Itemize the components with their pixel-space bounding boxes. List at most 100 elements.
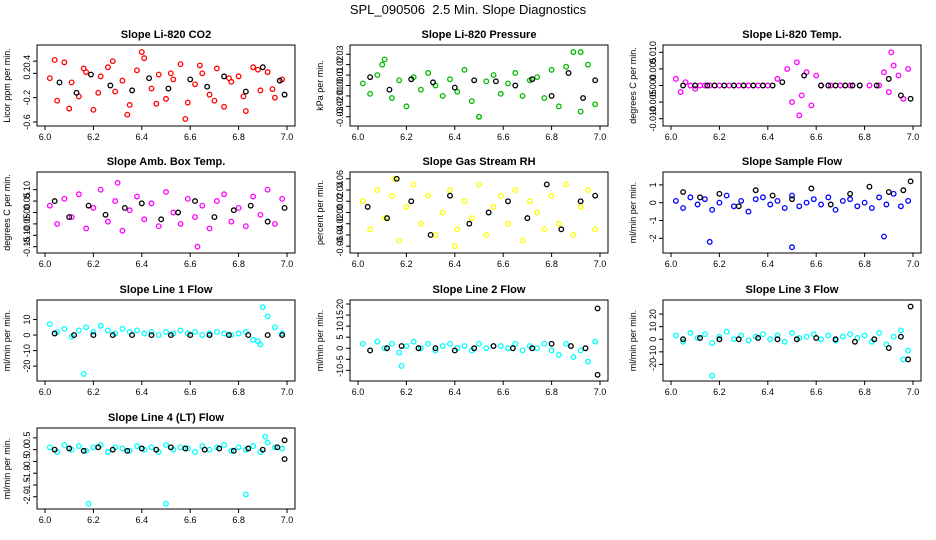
y-axis-label: ml/min per min. <box>628 310 638 372</box>
data-point <box>808 102 815 109</box>
data-point <box>163 442 169 448</box>
x-tick-label: 6.6 <box>497 132 510 142</box>
data-point <box>417 345 424 352</box>
data-point <box>541 340 548 347</box>
data-point <box>367 226 374 233</box>
data-point <box>364 203 371 210</box>
data-point <box>235 204 242 211</box>
y-tick-label: -0.01 <box>335 86 345 107</box>
data-point <box>359 80 366 87</box>
data-point <box>97 73 104 80</box>
y-tick-label: 0.06 <box>335 170 345 188</box>
y-tick-label: -0.5 <box>22 454 32 470</box>
chart-panel-5: Slope Gas Stream RH percent per min. 6.0 6.… <box>315 156 609 269</box>
plot-frame <box>662 299 922 382</box>
x-tick-label: 7.0 <box>281 132 294 142</box>
x-tick-label: 6.0 <box>352 259 365 269</box>
data-point <box>201 446 208 453</box>
data-point <box>194 243 201 250</box>
data-point <box>694 335 701 341</box>
data-point <box>726 82 733 89</box>
data-point <box>672 332 679 339</box>
y-tick-label: 0 <box>335 346 345 351</box>
y-tick-label: 10 <box>648 322 658 332</box>
data-point <box>709 340 716 346</box>
chart-title: Slope Amb. Box Temp. <box>107 156 226 168</box>
x-tick-label: 6.4 <box>136 387 149 397</box>
data-point <box>155 71 162 78</box>
y-tick-label: 0 <box>648 337 658 342</box>
y-tick-label: -10 <box>22 344 32 357</box>
data-point <box>810 196 817 203</box>
data-point <box>839 197 846 204</box>
data-point <box>694 201 701 208</box>
data-point <box>577 49 584 56</box>
data-point <box>242 223 249 230</box>
x-tick-label: 6.0 <box>665 259 678 269</box>
data-point <box>592 226 599 233</box>
y-tick-label: 0.2 <box>22 67 32 80</box>
series-1 <box>359 49 599 120</box>
data-point <box>276 77 283 84</box>
data-point <box>468 215 475 222</box>
data-point <box>126 102 133 108</box>
x-tick-label: 6.0 <box>39 387 52 397</box>
data-point <box>883 201 890 208</box>
data-point <box>71 332 77 339</box>
data-point <box>701 331 708 338</box>
data-point <box>255 66 261 73</box>
x-tick-label: 7.0 <box>907 387 920 397</box>
x-tick-label: 6.4 <box>449 259 462 269</box>
data-point <box>876 82 883 89</box>
data-point <box>519 92 526 99</box>
data-point <box>228 218 235 225</box>
y-tick-label: 0.000 <box>648 74 658 97</box>
data-point <box>750 82 757 89</box>
plot-frame <box>662 171 922 254</box>
chart-panel-10: Slope Line 4 (LT) Flow ml/min per min. 6.0… <box>2 412 296 525</box>
data-point <box>454 88 461 95</box>
y-tick-label: -0.10 <box>22 225 32 246</box>
y-tick-label: 20 <box>648 309 658 319</box>
data-point <box>163 329 169 335</box>
data-point <box>46 75 53 82</box>
data-point <box>259 304 266 311</box>
data-point <box>374 72 381 79</box>
chart-panel-6: Slope Sample Flow ml/min per min. 6.0 6.2 6.… <box>628 156 922 269</box>
y-tick-label: 0.0 <box>22 443 32 456</box>
data-point <box>279 332 286 339</box>
data-point <box>827 201 834 208</box>
data-point <box>242 108 249 114</box>
data-point <box>752 196 759 203</box>
data-point <box>461 198 468 205</box>
y-axis-label: ml/min per min. <box>628 182 638 244</box>
data-point <box>46 202 53 209</box>
data-point <box>497 343 504 349</box>
chart-title: Slope Line 2 Flow <box>433 284 526 296</box>
x-tick-label: 6.8 <box>858 387 871 397</box>
data-point <box>907 303 914 310</box>
data-point <box>129 332 136 339</box>
data-point <box>359 198 366 205</box>
series-2 <box>367 70 599 101</box>
data-point <box>505 80 511 87</box>
data-point <box>534 74 541 81</box>
data-point <box>257 211 264 218</box>
data-point <box>281 456 288 463</box>
x-tick-label: 6.8 <box>232 387 245 397</box>
y-axis-label: ml/min per min. <box>315 310 325 372</box>
data-point <box>264 313 271 320</box>
data-point <box>447 76 453 83</box>
data-point <box>796 203 803 210</box>
data-point <box>680 189 687 195</box>
data-point <box>192 449 198 455</box>
data-point <box>687 329 694 336</box>
data-point <box>512 82 519 89</box>
data-point <box>192 198 198 205</box>
data-point <box>570 49 577 56</box>
x-tick-label: 6.6 <box>184 259 197 269</box>
x-tick-label: 6.2 <box>713 387 726 397</box>
y-tick-label: 0 <box>22 333 32 338</box>
data-point <box>228 332 235 339</box>
data-point <box>230 207 237 214</box>
